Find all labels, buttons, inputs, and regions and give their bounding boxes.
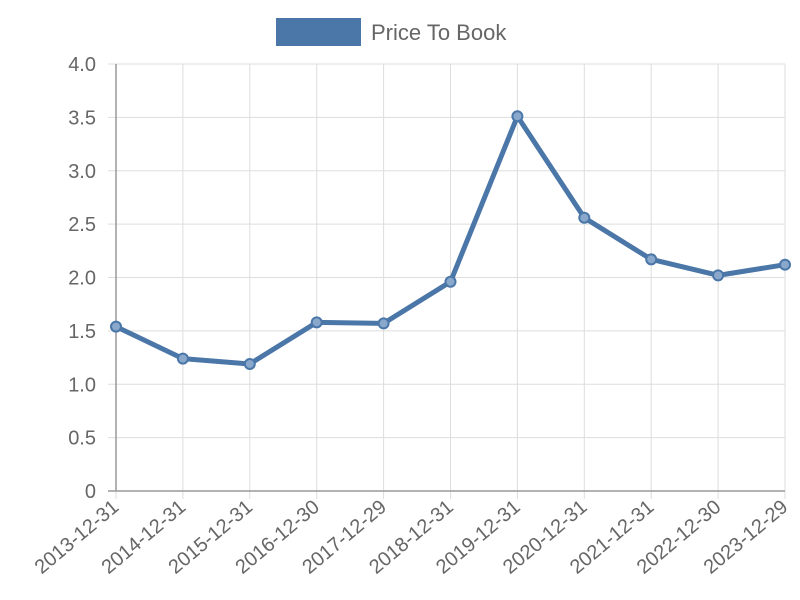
y-tick-label: 3.0 [68, 161, 96, 183]
data-point [578, 211, 591, 224]
data-point [444, 275, 457, 288]
legend-swatch [276, 18, 361, 46]
y-tick-label: 0 [85, 481, 96, 503]
y-tick-label: 4.0 [68, 54, 96, 76]
data-point [243, 357, 256, 370]
data-point [712, 269, 725, 282]
y-tick-label: 0.5 [68, 428, 96, 450]
y-tick-label: 3.5 [68, 107, 96, 129]
y-tick-label: 1.0 [68, 374, 96, 396]
y-tick-label: 1.5 [68, 321, 96, 343]
data-point [377, 317, 390, 330]
data-point [779, 258, 791, 271]
legend-label: Price To Book [371, 20, 507, 45]
y-tick-label: 2.0 [68, 268, 96, 290]
data-point [645, 253, 658, 266]
y-tick-label: 2.5 [68, 214, 96, 236]
data-point [310, 316, 323, 329]
data-point [511, 110, 524, 123]
data-point [110, 320, 122, 333]
data-point [176, 352, 189, 365]
